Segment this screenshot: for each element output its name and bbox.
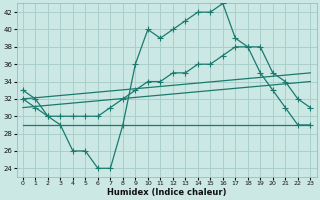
X-axis label: Humidex (Indice chaleur): Humidex (Indice chaleur) (107, 188, 226, 197)
